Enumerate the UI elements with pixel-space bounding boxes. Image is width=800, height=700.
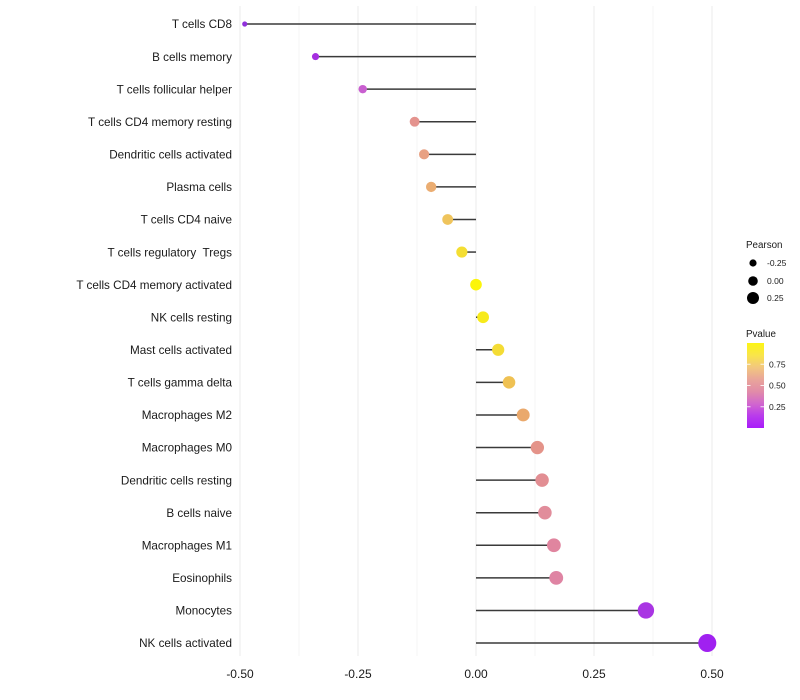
legend-size-dot — [748, 276, 758, 286]
legend-gradient-label: 0.25 — [769, 402, 786, 412]
legend-size-dot — [747, 292, 759, 304]
x-tick-label: 0.25 — [582, 667, 606, 681]
legend-gradient-bar — [747, 343, 764, 428]
y-axis-label: NK cells resting — [151, 311, 232, 324]
lollipop-dot — [425, 181, 437, 193]
y-axis-label: T cells CD4 memory activated — [76, 279, 232, 292]
y-axis-label: B cells memory — [152, 51, 232, 64]
lollipop-dot — [698, 633, 717, 653]
y-axis-label: Plasma cells — [166, 181, 232, 194]
lollipop-dot — [470, 278, 482, 291]
lollipop-dot — [530, 440, 545, 455]
lollipop-dot — [311, 53, 320, 61]
y-axis-label: T cells gamma delta — [128, 377, 233, 390]
lollipop-dot — [637, 602, 655, 619]
legend-gradient-label: 0.75 — [769, 359, 786, 369]
y-axis-label: T cells follicular helper — [117, 83, 233, 96]
lollipop-dot — [535, 473, 549, 487]
legend-size-dot — [749, 259, 757, 267]
x-tick-label: 0.50 — [700, 667, 724, 681]
y-axis-label: T cells CD4 memory resting — [88, 116, 232, 129]
lollipop-dot — [492, 343, 505, 356]
y-axis-label: T cells CD4 naive — [141, 214, 232, 227]
lollipop-dot — [502, 376, 516, 389]
legend-size-label: 0.25 — [767, 293, 784, 303]
lollipop-dot — [456, 246, 468, 258]
lollipop-dot — [546, 538, 561, 553]
x-tick-label: 0.00 — [464, 667, 488, 681]
lollipop-dot — [358, 84, 367, 94]
lollipop-dot — [419, 149, 430, 160]
y-axis-label: T cells CD8 — [172, 18, 232, 31]
legend-size-label: -0.25 — [767, 258, 787, 268]
lollipop-dot — [549, 570, 564, 585]
legend-size-label: 0.00 — [767, 276, 784, 286]
y-axis-label: Macrophages M2 — [142, 409, 232, 422]
lollipop-dot — [409, 116, 420, 127]
y-axis-label: Mast cells activated — [130, 344, 232, 357]
y-axis-label: Dendritic cells activated — [109, 149, 232, 162]
legend-gradient-label: 0.50 — [769, 381, 786, 391]
lollipop-dot — [242, 21, 248, 27]
y-axis-label: NK cells activated — [139, 637, 232, 650]
lollipop-dot — [538, 505, 552, 520]
y-axis-label: Macrophages M1 — [142, 539, 232, 552]
y-axis-label: B cells naive — [166, 507, 232, 520]
y-axis-label: Macrophages M0 — [142, 442, 233, 455]
lollipop-dot — [516, 408, 530, 422]
legend-pearson-title: Pearson — [746, 240, 783, 251]
y-axis-label: Monocytes — [175, 605, 232, 618]
lollipop-dot — [477, 311, 489, 324]
x-tick-label: -0.25 — [344, 667, 372, 681]
y-axis-label: T cells regulatory Tregs — [108, 246, 233, 259]
legend-pvalue-title: Pvalue — [746, 329, 777, 340]
lollipop-dot — [442, 214, 454, 225]
y-axis-label: Dendritic cells resting — [121, 474, 232, 487]
x-tick-label: -0.50 — [226, 667, 254, 681]
y-axis-label: Eosinophils — [172, 572, 232, 585]
